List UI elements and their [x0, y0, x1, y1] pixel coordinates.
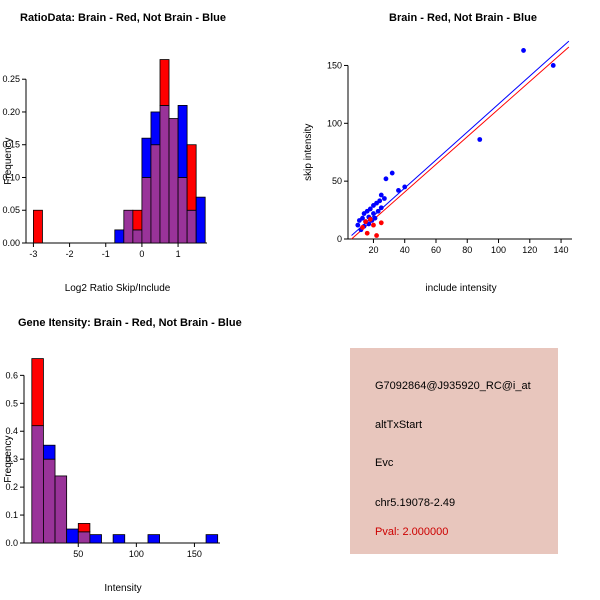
svg-text:-2: -2: [66, 249, 74, 259]
gene-name: Evc: [375, 457, 394, 469]
svg-text:150: 150: [327, 60, 342, 70]
svg-text:100: 100: [129, 549, 144, 559]
genomic-location: chr5.19078-2.49: [375, 497, 456, 509]
svg-text:0: 0: [337, 234, 342, 244]
ratio-histogram-title: RatioData: Brain - Red, Not Brain - Blue: [20, 12, 226, 24]
svg-text:140: 140: [554, 245, 569, 255]
svg-text:0.05: 0.05: [2, 205, 20, 215]
svg-text:Frequency: Frequency: [3, 436, 14, 483]
svg-text:skip intensity: skip intensity: [303, 124, 314, 181]
panel-intensity-scatter: Brain - Red, Not Brain - Blue 20 40 60 80 10…: [300, 0, 600, 300]
event-type: altTxStart: [375, 419, 423, 431]
svg-text:0.1: 0.1: [5, 510, 18, 520]
svg-text:0.15: 0.15: [2, 140, 20, 150]
svg-text:-3: -3: [29, 249, 37, 259]
svg-text:0.4: 0.4: [5, 426, 18, 436]
svg-text:0.20: 0.20: [2, 107, 20, 117]
svg-text:100: 100: [327, 118, 342, 128]
svg-text:50: 50: [332, 176, 342, 186]
gene-histogram-title: Gene Itensity: Brain - Red, Not Brain - …: [18, 317, 242, 329]
svg-text:Frequency: Frequency: [3, 137, 14, 184]
svg-text:0.5: 0.5: [5, 398, 18, 408]
svg-text:0.0: 0.0: [5, 538, 18, 548]
svg-text:0: 0: [139, 249, 144, 259]
svg-text:0.3: 0.3: [5, 454, 18, 464]
svg-text:80: 80: [462, 245, 472, 255]
svg-text:0.10: 0.10: [2, 172, 20, 182]
svg-text:20: 20: [368, 245, 378, 255]
svg-text:0.6: 0.6: [5, 370, 18, 380]
info-box: G7092864@J935920_RC@i_at altTxStart Evc …: [350, 348, 558, 554]
panel-gene-histogram: Gene Itensity: Brain - Red, Not Brain - …: [0, 300, 300, 600]
ratio-histogram-chart: -3 -2 -1 0 1 0.00 0.05 0.10 0.15 0.20 0.25 Log2 Rat…: [2, 59, 207, 294]
gene-histogram-chart: 50 100 150 0.0 0.1 0.2 0.3 0.4 0.5 0.6 Intensity Fr…: [3, 358, 220, 594]
svg-text:40: 40: [400, 245, 410, 255]
pval: Pval: 2.000000: [375, 526, 449, 538]
svg-text:include intensity: include intensity: [425, 283, 496, 294]
svg-text:Log2 Ratio Skip/Include: Log2 Ratio Skip/Include: [65, 283, 171, 294]
intensity-scatter-title: Brain - Red, Not Brain - Blue: [389, 12, 537, 24]
svg-text:0.25: 0.25: [2, 74, 20, 84]
svg-text:Intensity: Intensity: [104, 583, 141, 594]
panel-ratio-histogram: RatioData: Brain - Red, Not Brain - Blue…: [0, 0, 300, 300]
probe-id: G7092864@J935920_RC@i_at: [375, 380, 531, 392]
intensity-scatter-chart: 20 40 60 80 100 120 140 0 50 100 150 include intens…: [303, 40, 572, 294]
svg-text:60: 60: [431, 245, 441, 255]
svg-text:100: 100: [491, 245, 506, 255]
svg-text:1: 1: [176, 249, 181, 259]
svg-text:-1: -1: [102, 249, 110, 259]
svg-text:150: 150: [187, 549, 202, 559]
svg-text:120: 120: [522, 245, 537, 255]
svg-text:0.2: 0.2: [5, 482, 18, 492]
panel-gene-info: G7092864@J935920_RC@i_at altTxStart Evc …: [300, 300, 600, 600]
svg-text:0.00: 0.00: [2, 238, 20, 248]
svg-text:50: 50: [73, 549, 83, 559]
